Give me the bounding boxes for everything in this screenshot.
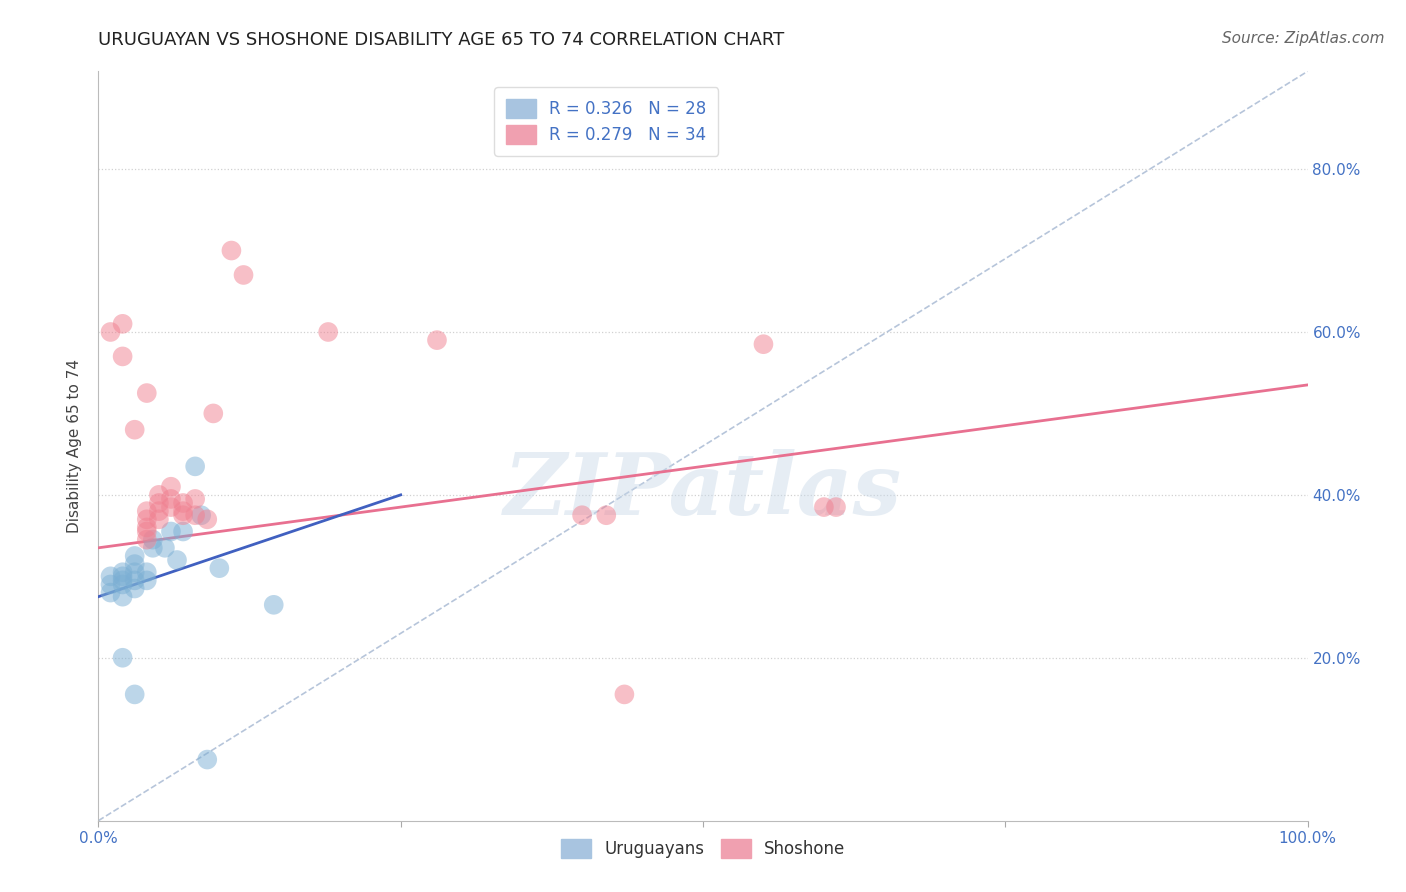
Point xyxy=(100,585,122,599)
Point xyxy=(160,491,183,506)
Point xyxy=(571,508,593,523)
Point xyxy=(135,524,157,539)
Point xyxy=(166,553,188,567)
Point xyxy=(135,520,157,534)
Point xyxy=(752,337,775,351)
Point xyxy=(142,533,165,547)
Point xyxy=(148,488,170,502)
Legend: Uruguayans, Shoshone: Uruguayans, Shoshone xyxy=(554,832,852,864)
Point xyxy=(111,317,134,331)
Point xyxy=(195,753,218,767)
Point xyxy=(124,557,146,571)
Point xyxy=(111,574,134,588)
Point xyxy=(153,541,176,555)
Point xyxy=(111,350,134,364)
Point xyxy=(184,508,207,523)
Point xyxy=(232,268,254,282)
Point xyxy=(135,533,157,547)
Point xyxy=(100,325,122,339)
Point xyxy=(100,569,122,583)
Point xyxy=(172,508,194,523)
Point xyxy=(172,504,194,518)
Text: ZIPatlas: ZIPatlas xyxy=(503,450,903,533)
Point xyxy=(613,687,636,701)
Point xyxy=(190,508,212,523)
Point xyxy=(595,508,617,523)
Point xyxy=(135,386,157,401)
Point xyxy=(263,598,285,612)
Point xyxy=(172,524,194,539)
Point xyxy=(111,569,134,583)
Point xyxy=(148,512,170,526)
Text: Source: ZipAtlas.com: Source: ZipAtlas.com xyxy=(1222,31,1385,46)
Point xyxy=(184,459,207,474)
Point xyxy=(195,512,218,526)
Point xyxy=(316,325,339,339)
Point xyxy=(160,500,183,514)
Point xyxy=(124,566,146,580)
Point xyxy=(100,577,122,591)
Point xyxy=(172,496,194,510)
Point xyxy=(184,491,207,506)
Point xyxy=(111,577,134,591)
Point xyxy=(813,500,835,514)
Point xyxy=(160,524,183,539)
Point xyxy=(124,423,146,437)
Point xyxy=(124,549,146,563)
Point xyxy=(124,687,146,701)
Y-axis label: Disability Age 65 to 74: Disability Age 65 to 74 xyxy=(67,359,83,533)
Point xyxy=(124,574,146,588)
Point xyxy=(124,582,146,596)
Point xyxy=(825,500,848,514)
Point xyxy=(135,512,157,526)
Point xyxy=(135,504,157,518)
Point xyxy=(111,566,134,580)
Point xyxy=(135,574,157,588)
Point xyxy=(202,406,225,420)
Point xyxy=(208,561,231,575)
Point xyxy=(148,496,170,510)
Point xyxy=(135,566,157,580)
Point xyxy=(111,650,134,665)
Point xyxy=(142,541,165,555)
Point xyxy=(160,480,183,494)
Text: URUGUAYAN VS SHOSHONE DISABILITY AGE 65 TO 74 CORRELATION CHART: URUGUAYAN VS SHOSHONE DISABILITY AGE 65 … xyxy=(98,31,785,49)
Point xyxy=(426,333,449,347)
Point xyxy=(148,504,170,518)
Point xyxy=(221,244,243,258)
Point xyxy=(111,590,134,604)
